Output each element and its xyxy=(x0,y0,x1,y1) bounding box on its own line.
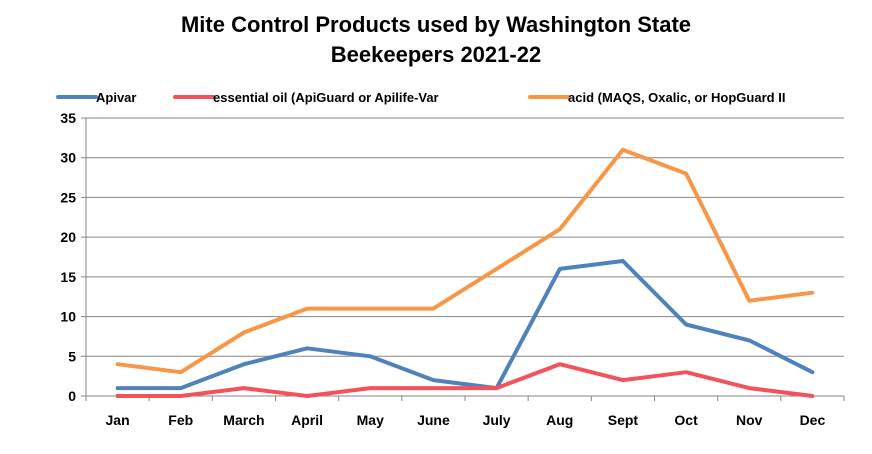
x-tick-label-feb: Feb xyxy=(168,412,193,428)
y-axis-ticks: 0 5 10 15 20 25 30 35 xyxy=(60,110,86,404)
x-tick-label-aug: Aug xyxy=(546,412,573,428)
x-tick-label-sept: Sept xyxy=(608,412,639,428)
chart-title-line-1: Mite Control Products used by Washington… xyxy=(180,12,692,37)
gridlines xyxy=(86,117,844,357)
legend-label-2: essential oil (ApiGuard or Apilife-Var xyxy=(213,90,439,105)
y-tick-label-25: 25 xyxy=(60,189,76,205)
x-tick-label-may: May xyxy=(357,412,384,428)
x-tick-label-july: July xyxy=(483,412,511,428)
y-tick-label-15: 15 xyxy=(60,269,76,285)
chart-title: Mite Control Products used by Washington… xyxy=(0,10,872,70)
legend-label-1: Apivar xyxy=(96,90,136,105)
chart-title-line-2: Beekeepers 2021-22 xyxy=(330,42,542,67)
series-lines xyxy=(115,147,815,398)
y-tick-label-10: 10 xyxy=(60,309,76,325)
series-line-2 xyxy=(115,362,815,398)
series-line-1 xyxy=(115,259,815,391)
x-tick-label-dec: Dec xyxy=(800,412,826,428)
series-line-3 xyxy=(115,147,815,375)
y-tick-label-5: 5 xyxy=(68,348,76,364)
legend-label-3: acid (MAQS, Oxalic, or HopGuard II xyxy=(568,90,785,105)
legend: Apivar essential oil (ApiGuard or Apilife… xyxy=(56,90,785,105)
axes xyxy=(85,118,844,397)
y-tick-label-30: 30 xyxy=(60,150,76,166)
y-tick-label-0: 0 xyxy=(68,388,76,404)
x-tick-label-nov: Nov xyxy=(736,412,763,428)
x-axis-ticks: Jan Feb March April May June July Aug Sept Oct Nov… xyxy=(85,396,845,428)
y-tick-label-35: 35 xyxy=(60,110,76,126)
x-tick-label-june: June xyxy=(417,412,450,428)
x-tick-label-jan: Jan xyxy=(106,412,130,428)
x-tick-label-march: March xyxy=(223,412,264,428)
x-tick-label-april: April xyxy=(291,412,323,428)
x-tick-label-oct: Oct xyxy=(674,412,698,428)
y-tick-label-20: 20 xyxy=(60,229,76,245)
